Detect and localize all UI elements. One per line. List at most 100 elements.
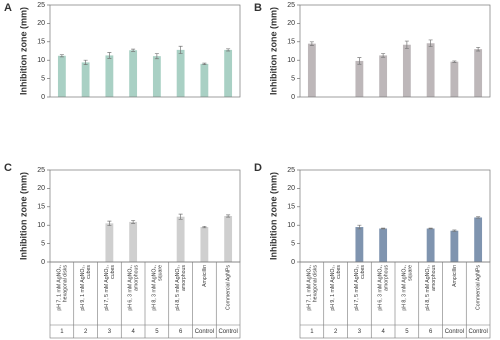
x-tick-label: pH 7, 5 mM AgNO₃,: [354, 265, 360, 311]
bar: [224, 49, 233, 97]
error-bar: [178, 213, 183, 220]
group-label: Control: [468, 329, 487, 335]
bar: [426, 43, 435, 97]
group-label: Control: [195, 329, 214, 335]
y-axis-label: Inhibition zone (mm): [18, 172, 28, 260]
error-bar: [202, 62, 207, 65]
x-tick-label: hexagonal disks: [62, 265, 68, 303]
error-bar: [476, 46, 481, 52]
bar: [379, 55, 388, 97]
x-tick-label: pH 8, 5 mM AgNO₃,: [425, 265, 431, 311]
x-tick-label: Commercial AgNPs: [476, 265, 482, 310]
x-tick-label: square: [407, 265, 413, 281]
bar: [129, 221, 138, 262]
group-label: Control: [218, 329, 237, 335]
y-axis-label: Inhibition zone (mm): [18, 7, 28, 95]
error-bar: [131, 220, 136, 224]
x-tick-label: cubes: [86, 265, 92, 279]
y-tick-label: 25: [37, 167, 45, 174]
bar: [402, 44, 411, 97]
error-bar: [452, 60, 457, 63]
y-tick-label: 5: [291, 75, 295, 82]
bar: [224, 216, 233, 262]
y-tick-label: 20: [37, 185, 45, 192]
error-bar: [476, 216, 481, 219]
panel-letter: D: [254, 162, 262, 174]
y-tick-label: 10: [287, 57, 295, 64]
y-tick-label: 10: [37, 57, 45, 64]
x-tick-label: pH 7, 5 mM AgNO₃,: [104, 265, 110, 311]
x-tick-label: pH 8, 5 mM AgNO₃,: [175, 265, 181, 311]
x-tick-label: pH 8, 3 mM AgNO₃,: [151, 265, 157, 311]
y-tick-label: 0: [291, 94, 295, 101]
y-tick-label: 20: [287, 185, 295, 192]
group-label: 4: [131, 329, 135, 335]
x-tick-label: Ampicillin: [202, 265, 208, 287]
bar: [81, 62, 90, 97]
plot-frame: [299, 4, 491, 98]
y-tick-label: 15: [287, 204, 295, 211]
error-bar: [154, 53, 159, 60]
group-label: 3: [358, 329, 362, 335]
x-tick-label: Commercial AgNPs: [226, 265, 232, 310]
y-tick-label: 25: [287, 167, 295, 174]
plot-frame: [299, 169, 491, 263]
y-tick-label: 5: [41, 240, 45, 247]
error-bar: [381, 227, 386, 230]
plot-frame: [49, 4, 241, 98]
error-bar: [131, 48, 136, 52]
group-label: 6: [429, 329, 433, 335]
x-tick-label: pH 9, 1 mM AgNO₃,: [330, 265, 336, 311]
error-bar: [226, 48, 231, 52]
group-label: 4: [381, 329, 385, 335]
panel-letter: B: [254, 2, 262, 14]
bar: [426, 228, 435, 262]
y-tick-label: 15: [287, 39, 295, 46]
plot-frame: [49, 169, 241, 263]
y-tick-label: 15: [37, 204, 45, 211]
error-bar: [226, 214, 231, 218]
error-bar: [428, 39, 433, 47]
error-bar: [404, 40, 409, 49]
y-tick-label: 15: [37, 39, 45, 46]
panel-letter: A: [4, 2, 12, 14]
x-tick-label: amorphous: [134, 265, 140, 291]
group-label: Control: [445, 329, 464, 335]
group-label: 5: [155, 329, 159, 335]
error-bar: [59, 54, 64, 58]
error-bar: [452, 229, 457, 232]
error-bar: [178, 45, 183, 54]
x-tick-label: pH 7, 1 mM AgNO₃,: [56, 265, 62, 311]
bar: [450, 61, 459, 97]
bar: [450, 230, 459, 262]
error-bar: [202, 225, 207, 229]
y-tick-label: 25: [287, 2, 295, 9]
group-label: 1: [310, 329, 314, 335]
y-tick-label: 5: [291, 240, 295, 247]
x-tick-label: pH 6, 3 mM AgNO₃,: [378, 265, 384, 311]
bar: [152, 56, 161, 97]
x-tick-label: cubes: [360, 265, 366, 279]
bar: [57, 55, 66, 97]
y-axis-label: Inhibition zone (mm): [268, 172, 278, 260]
bar: [129, 50, 138, 97]
bar: [176, 49, 185, 97]
bar: [176, 216, 185, 262]
y-tick-label: 5: [41, 75, 45, 82]
y-axis-label: Inhibition zone (mm): [268, 7, 278, 95]
y-tick-label: 25: [37, 2, 45, 9]
y-tick-label: 20: [287, 20, 295, 27]
bar: [105, 223, 114, 262]
bar: [200, 227, 209, 262]
y-tick-label: 0: [41, 94, 45, 101]
x-tick-label: hexagonal disks: [312, 265, 318, 303]
error-bar: [107, 220, 112, 226]
y-tick-label: 10: [287, 222, 295, 229]
error-bar: [428, 227, 433, 230]
group-label: 5: [405, 329, 409, 335]
group-label: 3: [108, 329, 112, 335]
x-tick-label: amorphous: [181, 265, 187, 291]
group-label: 2: [334, 329, 338, 335]
bar: [307, 43, 316, 97]
